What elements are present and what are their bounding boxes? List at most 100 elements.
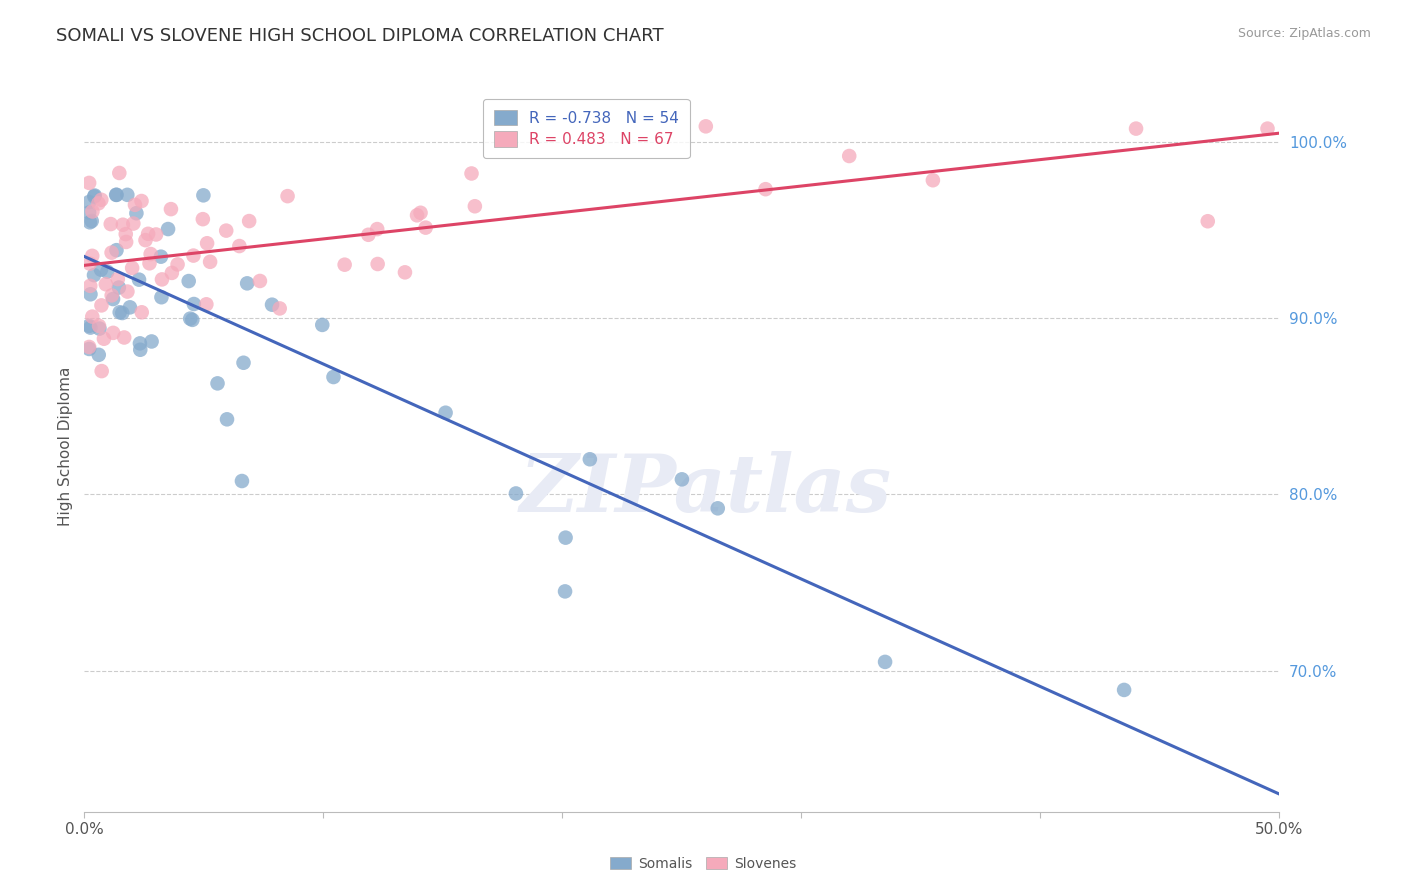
- Point: [112, 330, 135, 344]
- Point: [232, 356, 254, 370]
- Point: [157, 222, 180, 236]
- Point: [79, 257, 101, 271]
- Point: [108, 280, 131, 294]
- Point: [195, 236, 218, 251]
- Point: [195, 297, 218, 311]
- Point: [117, 285, 139, 299]
- Point: [108, 166, 131, 180]
- Point: [460, 166, 482, 180]
- Point: [277, 189, 299, 203]
- Point: [131, 194, 153, 208]
- Point: [105, 187, 128, 202]
- Text: SOMALI VS SLOVENE HIGH SCHOOL DIPLOMA CORRELATION CHART: SOMALI VS SLOVENE HIGH SCHOOL DIPLOMA CO…: [56, 27, 664, 45]
- Point: [83, 189, 105, 203]
- Point: [311, 318, 333, 332]
- Point: [108, 305, 131, 319]
- Point: [107, 272, 129, 286]
- Point: [114, 227, 136, 241]
- Point: [409, 206, 432, 220]
- Point: [228, 239, 250, 253]
- Point: [139, 247, 162, 261]
- Point: [96, 265, 118, 279]
- Point: [79, 287, 101, 301]
- Point: [838, 149, 860, 163]
- Point: [77, 205, 100, 219]
- Point: [136, 227, 159, 241]
- Point: [1257, 121, 1279, 136]
- Point: [554, 531, 576, 545]
- Point: [77, 194, 100, 209]
- Point: [111, 306, 134, 320]
- Point: [122, 217, 145, 231]
- Point: [177, 274, 200, 288]
- Point: [125, 206, 148, 220]
- Point: [100, 217, 122, 231]
- Point: [82, 204, 104, 219]
- Point: [145, 227, 167, 242]
- Point: [90, 193, 112, 207]
- Point: [111, 218, 134, 232]
- Point: [105, 243, 128, 257]
- Point: [138, 256, 160, 270]
- Point: [117, 187, 139, 202]
- Point: [198, 255, 221, 269]
- Point: [1125, 121, 1147, 136]
- Point: [79, 278, 101, 293]
- Point: [124, 198, 146, 212]
- Point: [90, 298, 112, 312]
- Point: [103, 326, 125, 340]
- Point: [149, 250, 172, 264]
- Point: [215, 412, 238, 426]
- Point: [554, 584, 576, 599]
- Point: [755, 182, 778, 196]
- Point: [129, 336, 152, 351]
- Point: [434, 406, 457, 420]
- Point: [77, 340, 100, 354]
- Point: [249, 274, 271, 288]
- Point: [134, 233, 156, 247]
- Point: [464, 199, 486, 213]
- Point: [83, 268, 105, 282]
- Point: [166, 257, 188, 271]
- Point: [80, 214, 103, 228]
- Point: [77, 318, 100, 333]
- Point: [90, 262, 112, 277]
- Point: [322, 370, 344, 384]
- Y-axis label: High School Diploma: High School Diploma: [58, 367, 73, 525]
- Point: [87, 196, 110, 211]
- Point: [105, 187, 128, 202]
- Point: [118, 301, 141, 315]
- Point: [1197, 214, 1219, 228]
- Point: [236, 277, 259, 291]
- Point: [357, 227, 380, 242]
- Point: [215, 224, 238, 238]
- Point: [367, 257, 389, 271]
- Point: [875, 655, 897, 669]
- Point: [77, 176, 100, 190]
- Point: [193, 188, 215, 202]
- Point: [87, 348, 110, 362]
- Point: [1114, 682, 1136, 697]
- Point: [83, 188, 105, 202]
- Point: [77, 342, 100, 356]
- Point: [129, 343, 152, 357]
- Legend: Somalis, Slovenes: Somalis, Slovenes: [605, 851, 801, 876]
- Point: [79, 320, 101, 334]
- Point: [101, 292, 124, 306]
- Point: [505, 486, 527, 500]
- Point: [160, 202, 183, 216]
- Point: [260, 298, 283, 312]
- Point: [79, 215, 101, 229]
- Point: [179, 311, 201, 326]
- Point: [707, 501, 730, 516]
- Text: Source: ZipAtlas.com: Source: ZipAtlas.com: [1237, 27, 1371, 40]
- Point: [922, 173, 945, 187]
- Point: [90, 364, 112, 378]
- Point: [121, 260, 143, 275]
- Text: ZIPatlas: ZIPatlas: [520, 451, 891, 529]
- Point: [150, 290, 173, 304]
- Point: [333, 258, 356, 272]
- Point: [87, 318, 110, 333]
- Point: [695, 120, 717, 134]
- Point: [93, 332, 115, 346]
